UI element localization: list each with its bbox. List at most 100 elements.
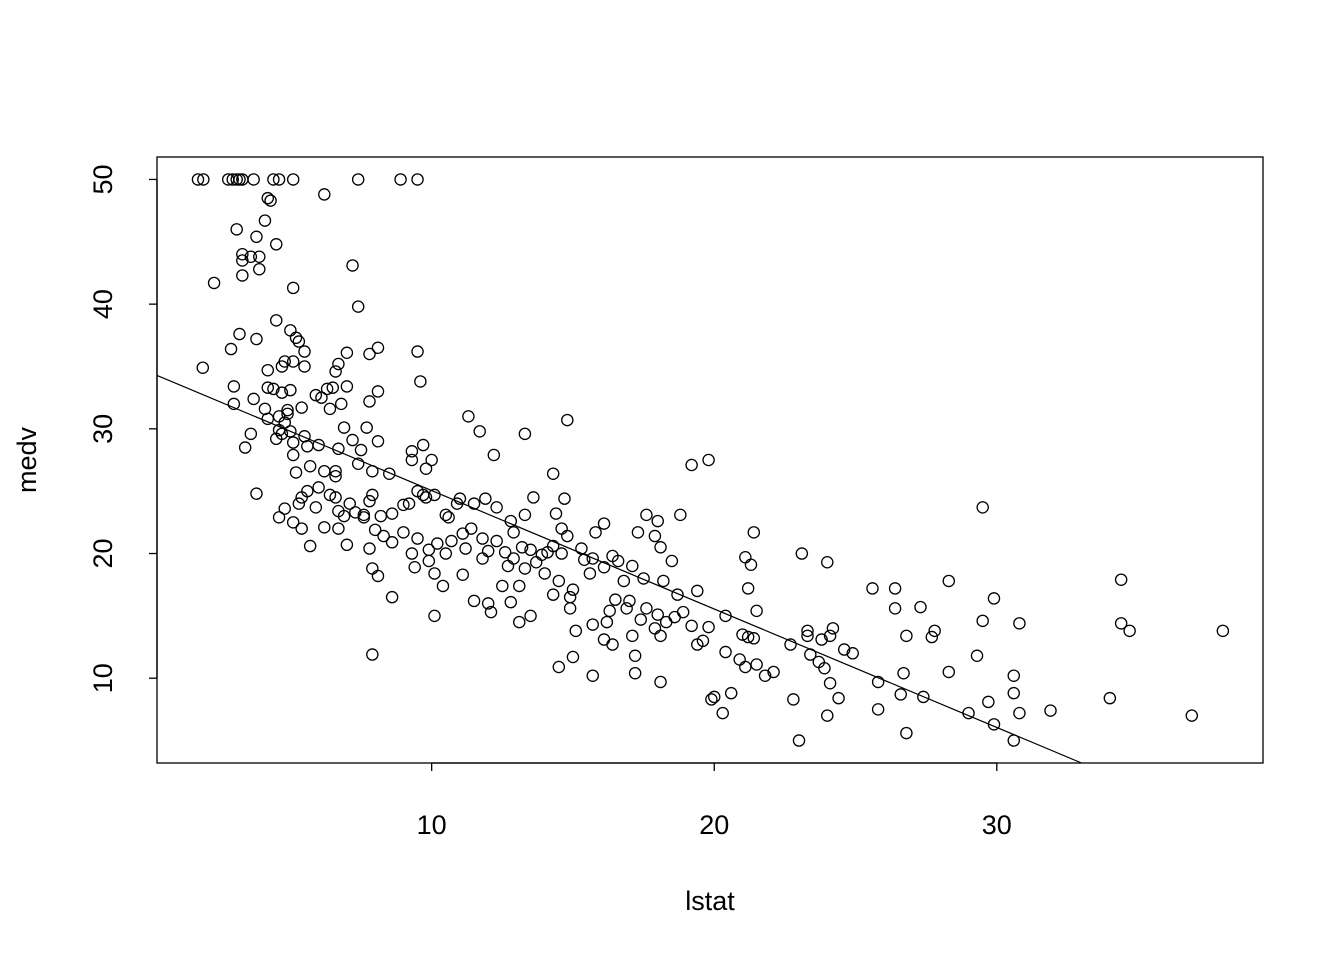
- y-axis-label: medv: [12, 426, 42, 493]
- data-point: [685, 458, 698, 472]
- data-point: [871, 703, 885, 716]
- data-point: [346, 259, 359, 272]
- data-point: [224, 342, 238, 356]
- data-point: [705, 693, 718, 706]
- data-point: [1013, 706, 1026, 720]
- data-point: [230, 223, 243, 236]
- data-point: [767, 665, 780, 679]
- data-point: [309, 501, 323, 514]
- data-point: [467, 497, 481, 510]
- data-point: [917, 690, 930, 704]
- data-point: [269, 432, 283, 446]
- data-point: [247, 173, 260, 186]
- data-point: [346, 433, 359, 447]
- data-point: [298, 360, 311, 373]
- data-point: [976, 501, 989, 514]
- data-point: [261, 412, 275, 426]
- data-point: [914, 600, 927, 614]
- data-point: [298, 345, 311, 358]
- data-point: [383, 467, 396, 480]
- data-point: [196, 361, 210, 374]
- data-point: [1123, 624, 1136, 638]
- data-point: [371, 435, 385, 448]
- data-point: [569, 624, 583, 638]
- y-tick-label: 10: [88, 663, 118, 693]
- data-point: [374, 509, 388, 523]
- data-point: [815, 633, 828, 646]
- data-point: [739, 551, 752, 564]
- data-point: [942, 665, 956, 679]
- data-point: [897, 666, 910, 680]
- data-point: [244, 250, 258, 264]
- data-point: [278, 502, 291, 515]
- data-point: [326, 381, 340, 394]
- data-point: [340, 346, 354, 360]
- data-point: [716, 706, 729, 720]
- data-point: [247, 392, 260, 406]
- data-point: [561, 529, 574, 543]
- data-point: [402, 497, 416, 510]
- data-point: [397, 498, 410, 512]
- data-point: [818, 661, 831, 675]
- data-point: [289, 466, 303, 479]
- data-point: [586, 552, 599, 565]
- data-point: [445, 534, 458, 548]
- data-point: [405, 453, 419, 467]
- data-point: [340, 538, 354, 552]
- data-point: [609, 593, 622, 606]
- data-point: [284, 383, 297, 397]
- data-point: [586, 618, 599, 631]
- data-point: [334, 397, 348, 411]
- data-point: [286, 448, 300, 462]
- data-point: [640, 602, 653, 615]
- data-point: [408, 560, 421, 574]
- data-point: [250, 332, 263, 346]
- data-point: [284, 324, 297, 337]
- data-point: [611, 554, 625, 568]
- data-point: [555, 547, 568, 560]
- data-point: [654, 629, 667, 643]
- data-point: [674, 508, 687, 522]
- data-point: [236, 248, 249, 261]
- data-point: [261, 381, 275, 394]
- data-point: [823, 629, 837, 643]
- data-point: [366, 562, 379, 575]
- data-point: [741, 582, 755, 595]
- data-point: [676, 605, 690, 619]
- data-point: [250, 230, 263, 244]
- data-point: [821, 709, 834, 722]
- data-point: [626, 629, 639, 643]
- data-point: [191, 173, 205, 186]
- data-point: [286, 173, 300, 186]
- data-point: [671, 588, 684, 601]
- data-point: [628, 666, 642, 680]
- x-tick-label: 10: [417, 810, 447, 840]
- data-point: [332, 522, 345, 535]
- data-point: [696, 634, 710, 648]
- data-point: [207, 276, 221, 290]
- data-point: [431, 537, 444, 550]
- data-point: [484, 605, 498, 619]
- data-point: [295, 522, 308, 535]
- data-point: [456, 568, 469, 581]
- data-point: [640, 508, 653, 522]
- data-point: [481, 597, 495, 610]
- regression-line: [156, 374, 1082, 764]
- data-point: [546, 588, 560, 601]
- data-point: [558, 492, 571, 505]
- data-point: [354, 443, 368, 457]
- data-point: [315, 391, 328, 404]
- data-point: [286, 355, 300, 368]
- data-point: [227, 397, 241, 411]
- data-point: [900, 629, 913, 643]
- data-point: [366, 648, 379, 661]
- data-point: [654, 541, 667, 554]
- data-point: [230, 173, 243, 186]
- data-point: [724, 686, 738, 700]
- data-point: [261, 191, 275, 205]
- data-point: [487, 448, 501, 462]
- data-point: [787, 693, 800, 706]
- data-point: [747, 632, 761, 645]
- data-point: [549, 507, 563, 520]
